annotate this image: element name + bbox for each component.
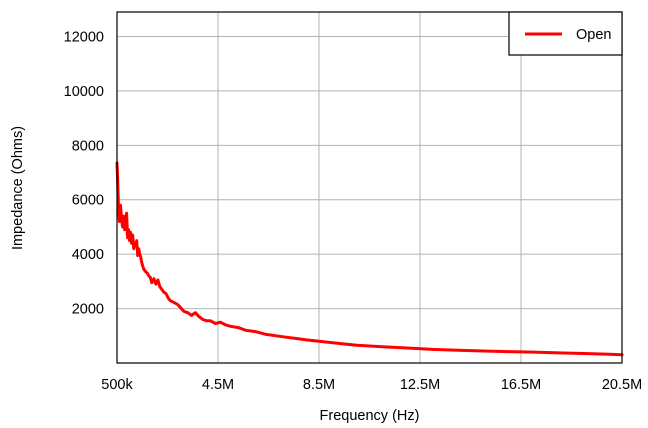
y-tick-labels: 2000 4000 6000 8000 10000 12000 <box>64 29 104 317</box>
x-tick-label: 16.5M <box>501 377 541 393</box>
y-tick-label: 6000 <box>72 193 104 209</box>
legend: Open <box>508 11 623 56</box>
y-tick-label: 2000 <box>72 302 104 318</box>
y-tick-label: 12000 <box>64 29 104 45</box>
series-line-open <box>115 161 624 357</box>
plot-frame <box>116 11 623 364</box>
y-tick-label: 8000 <box>72 138 104 154</box>
x-tick-labels: 500k 4.5M 8.5M 12.5M 16.5M 20.5M <box>101 377 642 393</box>
legend-label-open: Open <box>576 27 611 43</box>
x-tick-label: 20.5M <box>602 377 642 393</box>
y-axis-title: Impedance (Ohms) <box>10 126 26 250</box>
y-tick-label: 10000 <box>64 84 104 100</box>
x-axis-title: Frequency (Hz) <box>320 408 420 424</box>
x-tick-label: 12.5M <box>400 377 440 393</box>
grid-lines <box>117 12 622 363</box>
x-tick-label: 4.5M <box>202 377 234 393</box>
x-tick-label: 8.5M <box>303 377 335 393</box>
x-tick-label: 500k <box>101 377 133 393</box>
y-tick-label: 4000 <box>72 247 104 263</box>
